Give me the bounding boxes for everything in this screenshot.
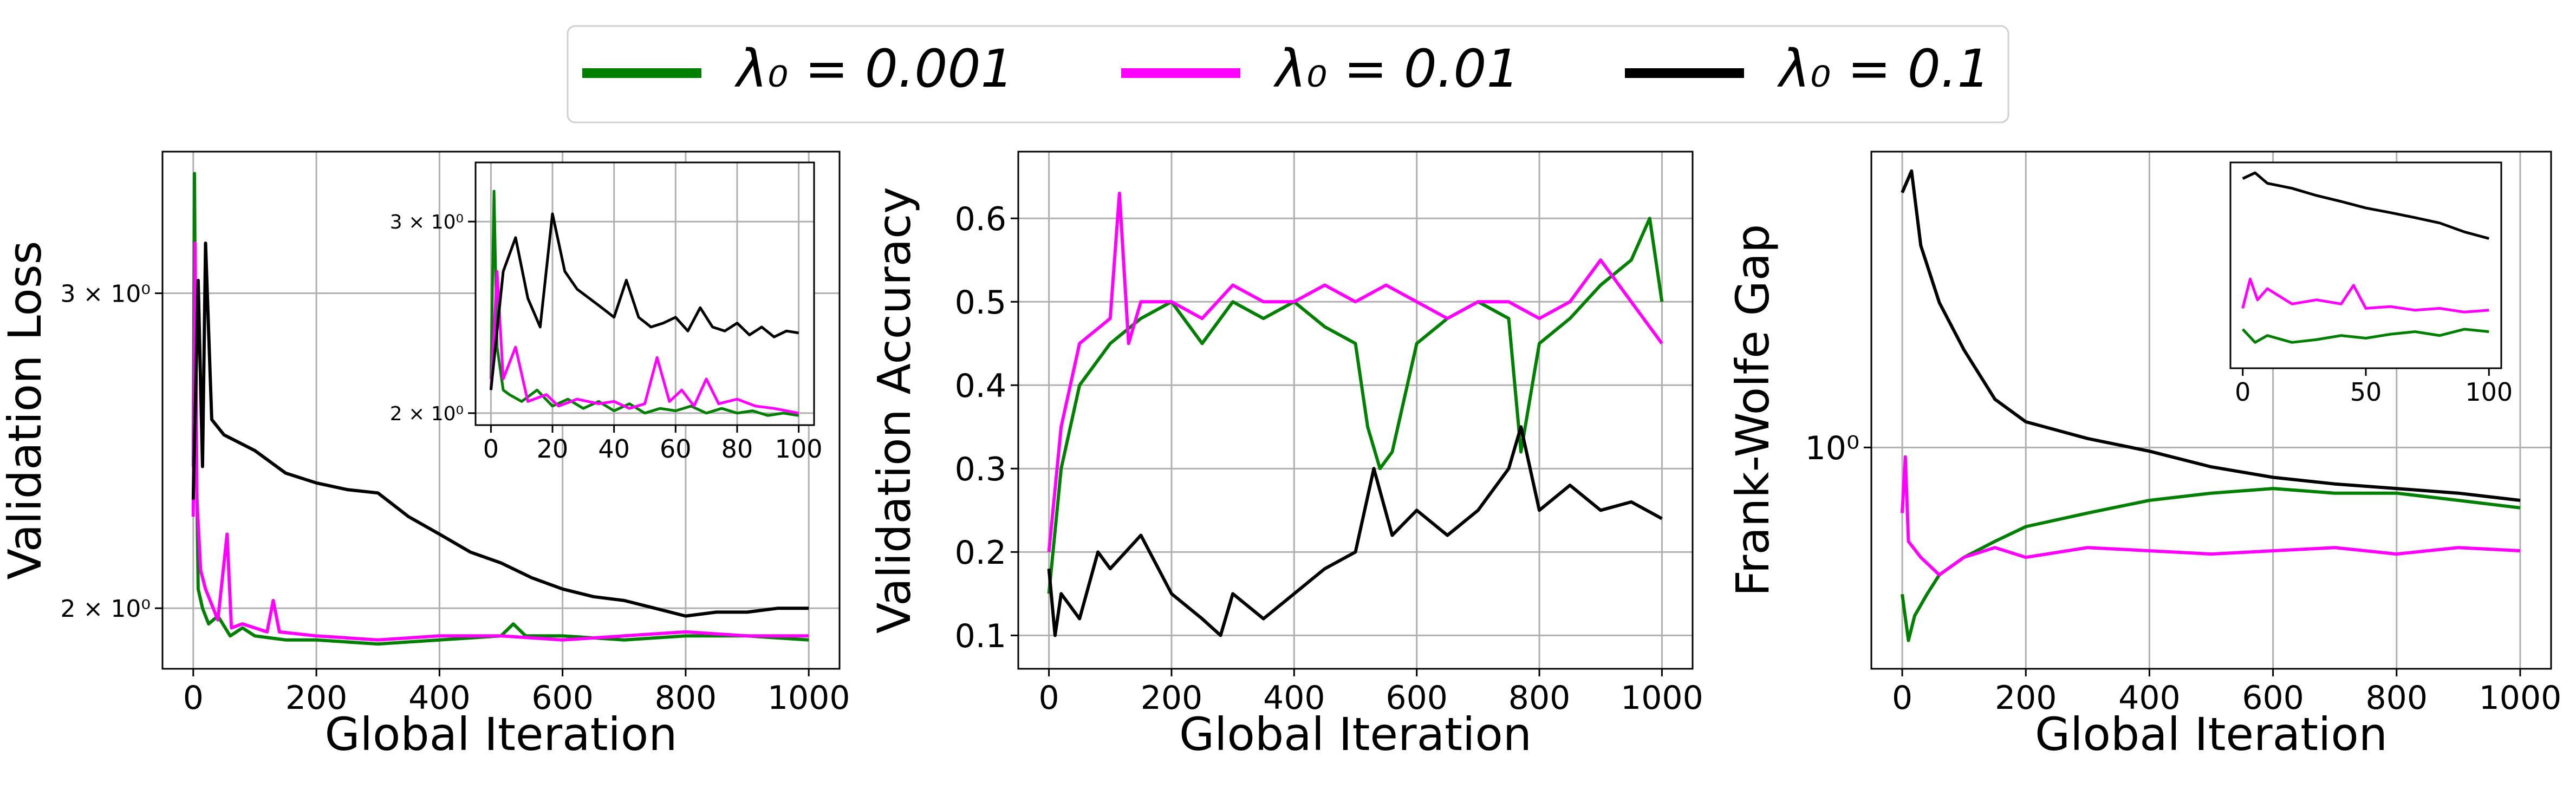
inset-series-line-1 bbox=[489, 190, 799, 417]
x-tick-label: 600 bbox=[1385, 679, 1448, 717]
inset-chart: 0 20 40 60 80 100 2 × 10⁰ 3 × 10⁰ bbox=[390, 161, 823, 464]
plot-area bbox=[1018, 152, 1693, 669]
series-group bbox=[1901, 169, 2521, 642]
inset-axes-frame bbox=[474, 161, 815, 426]
legend-entry-2: λ₀ = 0.01 bbox=[1121, 38, 1520, 99]
inset-x-tick-label: 80 bbox=[721, 434, 753, 464]
x-axis-label: Global Iteration bbox=[325, 708, 678, 761]
legend-label-1: λ₀ = 0.001 bbox=[734, 38, 1014, 99]
axes-frame bbox=[161, 151, 841, 670]
y-tick-label: 3 × 10⁰ bbox=[61, 280, 151, 308]
x-tick-label: 0 bbox=[183, 679, 204, 717]
x-tick-label: 400 bbox=[408, 679, 471, 717]
x-tick-label: 400 bbox=[1263, 679, 1325, 717]
x-tick-label: 800 bbox=[655, 679, 717, 717]
legend-entry-3: λ₀ = 0.1 bbox=[1625, 38, 1990, 99]
series-line-1 bbox=[1047, 217, 1664, 594]
series-group bbox=[1047, 192, 1664, 637]
inset-y-tick-label: 2 × 10⁰ bbox=[390, 403, 464, 425]
inset-x-tick-label: 60 bbox=[660, 434, 692, 464]
inset-plot-area bbox=[476, 162, 814, 425]
inset-series-line-3 bbox=[2242, 171, 2489, 240]
y-tick-label: 0.3 bbox=[955, 451, 1006, 488]
inset-y-tick-label: 3 × 10⁰ bbox=[390, 211, 464, 233]
x-tick-label: 600 bbox=[2242, 679, 2304, 717]
x-tick-label: 200 bbox=[285, 679, 348, 717]
inset-series-group bbox=[2241, 171, 2489, 344]
inset-x-tick-label: 40 bbox=[598, 434, 630, 464]
y-axis-label: Validation Accuracy bbox=[868, 187, 921, 634]
y-tick-label: 10⁰ bbox=[1805, 429, 1859, 467]
legend-entry-1: λ₀ = 0.001 bbox=[582, 38, 1014, 99]
inset-x-tick-label: 100 bbox=[775, 434, 823, 464]
y-tick-label: 0.6 bbox=[955, 200, 1006, 238]
legend-label-3: λ₀ = 0.1 bbox=[1777, 38, 1990, 99]
axes-frame bbox=[1017, 151, 1694, 670]
x-tick-label: 0 bbox=[1892, 679, 1913, 717]
inset-x-tick-label: 50 bbox=[2350, 377, 2382, 407]
series-line-3 bbox=[191, 242, 809, 618]
inset-series-line-2 bbox=[489, 270, 799, 415]
axes-frame bbox=[1870, 151, 2552, 670]
y-tick-label: 0.2 bbox=[955, 534, 1006, 572]
y-tick-label: 0.4 bbox=[955, 367, 1006, 405]
legend-frame bbox=[567, 25, 2009, 123]
legend: λ₀ = 0.001 λ₀ = 0.01 λ₀ = 0.1 bbox=[567, 25, 2009, 123]
inset-series-line-1 bbox=[2241, 328, 2489, 344]
series-group bbox=[191, 172, 809, 646]
inset-series-line-2 bbox=[2241, 277, 2489, 314]
inset-plot-area bbox=[2230, 162, 2501, 368]
x-axis-label: Global Iteration bbox=[1179, 708, 1532, 761]
y-tick-label: 2 × 10⁰ bbox=[61, 595, 151, 623]
inset-x-tick-label: 20 bbox=[537, 434, 569, 464]
validation-accuracy-chart: 0 200 400 600 800 1000 0.1 0.2 0.3 0.4 0.5 0.6 Globa… bbox=[868, 151, 1703, 761]
x-tick-label: 400 bbox=[2118, 679, 2181, 717]
x-tick-label: 0 bbox=[1038, 679, 1059, 717]
inset-chart: 0 50 100 bbox=[2229, 161, 2513, 407]
x-tick-label: 1000 bbox=[767, 679, 850, 717]
series-line-2 bbox=[1047, 192, 1663, 552]
y-axis-label: Validation Loss bbox=[0, 241, 51, 580]
inset-x-tick-label: 0 bbox=[483, 434, 499, 464]
series-line-2 bbox=[191, 242, 809, 642]
inset-x-tick-label: 0 bbox=[2235, 377, 2250, 407]
x-tick-label: 1000 bbox=[1621, 679, 1703, 717]
x-tick-label: 800 bbox=[1508, 679, 1571, 717]
x-axis-label: Global Iteration bbox=[2035, 708, 2388, 761]
inset-series-line-3 bbox=[489, 212, 799, 390]
inset-x-tick-label: 100 bbox=[2465, 377, 2513, 407]
x-tick-label: 800 bbox=[2366, 679, 2428, 717]
x-tick-label: 200 bbox=[1141, 679, 1203, 717]
grid bbox=[1871, 152, 2551, 669]
y-tick-label: 0.1 bbox=[955, 617, 1006, 655]
series-line-2 bbox=[1901, 455, 2521, 577]
x-tick-label: 200 bbox=[1995, 679, 2057, 717]
y-axis-label: Frank-Wolfe Gap bbox=[1726, 224, 1779, 597]
x-tick-label: 1000 bbox=[2479, 679, 2562, 717]
series-line-1 bbox=[1901, 487, 2521, 642]
series-line-3 bbox=[1047, 425, 1663, 637]
legend-label-2: λ₀ = 0.01 bbox=[1273, 38, 1520, 99]
series-line-3 bbox=[1901, 169, 2521, 502]
x-tick-label: 600 bbox=[531, 679, 594, 717]
inset-series-group bbox=[489, 190, 799, 417]
y-tick-label: 0.5 bbox=[955, 284, 1006, 322]
